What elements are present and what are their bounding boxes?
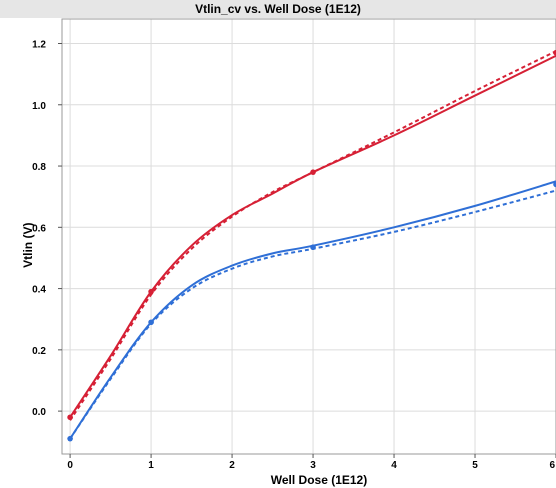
x-tick-label-1: 1: [148, 460, 154, 471]
y-tick-label-2: 0.4: [32, 285, 46, 296]
series-line-1: [69, 50, 556, 421]
x-tick-label-0: 0: [67, 460, 73, 471]
x-axis-label: Well Dose (1E12): [271, 473, 367, 487]
y-tick-label-4: 0.8: [32, 162, 46, 173]
data-point-0-2: [310, 169, 316, 175]
y-tick-label-3: 0.6: [32, 223, 46, 234]
data-point-0-3: [553, 49, 556, 56]
y-tick-label-5: 1.0: [32, 101, 46, 112]
x-tick-label-2: 2: [229, 460, 235, 471]
x-tick-label-5: 5: [472, 460, 478, 471]
data-point-1-3: [553, 181, 556, 188]
x-tick-label-6: 6: [549, 460, 555, 471]
plot-frame: [61, 18, 556, 455]
data-point-0-0: [67, 414, 73, 421]
data-point-1-1: [148, 319, 154, 326]
data-point-1-0: [67, 435, 73, 442]
series-layer: [69, 50, 556, 440]
x-axis-ticks: 0 1 2 3 4 5 6: [67, 454, 556, 471]
y-tick-label-6: 1.2: [32, 40, 46, 51]
y-tick-label-1: 0.2: [32, 346, 46, 357]
grid: [62, 19, 556, 454]
x-tick-label-3: 3: [310, 460, 316, 471]
y-axis-ticks: 0.0 0.2 0.4 0.6 0.8 1.0 1.2: [32, 40, 62, 418]
y-axis-label: Vtlin (V): [21, 223, 35, 268]
marker-layer: [67, 49, 556, 442]
data-point-1-2: [310, 244, 316, 251]
data-point-0-1: [148, 288, 154, 295]
chart-title-bar: [0, 0, 556, 18]
y-tick-label-0: 0.0: [32, 407, 46, 418]
series-line-3: [69, 189, 556, 440]
x-tick-label-4: 4: [391, 460, 397, 471]
chart-title: Vtlin_cv vs. Well Dose (1E12): [195, 2, 361, 16]
